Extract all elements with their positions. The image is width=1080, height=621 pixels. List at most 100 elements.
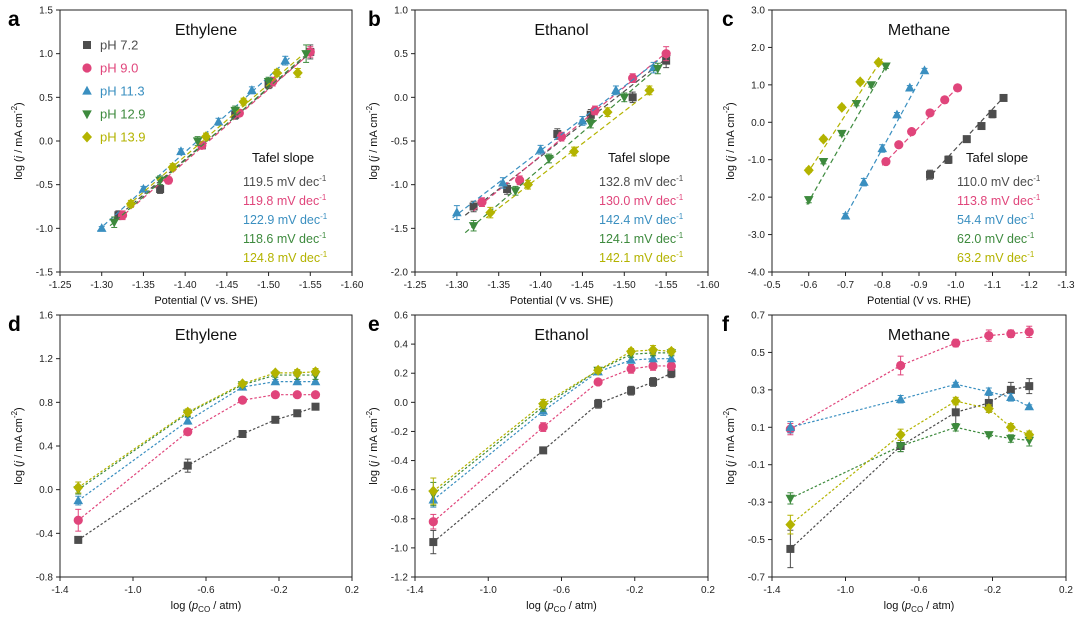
x-axis-label-pre: log (: [884, 600, 906, 612]
x-tick-label: -0.5: [763, 280, 781, 291]
x-tick-label: -1.35: [132, 280, 155, 291]
y-tick-label: -0.3: [748, 498, 766, 509]
fit-line: [452, 60, 659, 219]
data-point: [192, 137, 203, 147]
data-point: [125, 198, 136, 210]
data-point: [428, 485, 439, 497]
x-axis-label-pre: log (: [171, 600, 193, 612]
data-point: [907, 127, 917, 137]
data-point: [292, 367, 303, 379]
y-tick-label: -1.5: [391, 224, 409, 235]
data-point: [644, 84, 655, 96]
x-tick-label: -1.4: [406, 585, 424, 596]
x-tick-label: -1.50: [257, 280, 280, 291]
data-point: [984, 431, 994, 440]
y-axis-label-main: log (: [368, 463, 380, 485]
chart-title: Methane: [888, 327, 950, 344]
tafel-slope-label: 119.8 mV dec-1: [243, 193, 327, 208]
data-point: [666, 345, 677, 357]
y-axis-label-rest: / mA cm: [13, 113, 25, 156]
data-point: [866, 81, 877, 91]
tafel-slope-value: 113.8 mV dec: [957, 194, 1033, 208]
panel-f: f Methane -1.4 -1.0 -0.6 -0.2 0.2 -0.7 -0.5 -0.3 -…: [722, 311, 1073, 615]
x-tick-label: -1.30: [445, 280, 468, 291]
data-point: [950, 395, 961, 407]
y-axis-label-rest: / mA cm: [13, 418, 25, 461]
chart-title: Ethanol: [534, 327, 588, 344]
y-tick-label: 0.0: [394, 93, 408, 104]
x-tick-label: -0.9: [910, 280, 928, 291]
data-point: [667, 369, 676, 378]
x-tick-label: -1.60: [697, 280, 720, 291]
y-tick-label: -1.0: [391, 180, 409, 191]
y-tick-label: 2.0: [751, 43, 765, 54]
y-axis-label-var: j: [368, 155, 380, 160]
data-point: [951, 408, 960, 417]
data-point: [602, 106, 613, 118]
data-point: [263, 78, 274, 87]
tafel-slope-sup: -1: [319, 193, 327, 202]
y-tick-label: -0.7: [748, 573, 766, 584]
data-point: [182, 415, 193, 425]
y-axis-label-main: log (: [13, 158, 25, 180]
x-tick-label: -1.3: [1057, 280, 1075, 291]
x-axis-label: Potential (V vs. SHE): [154, 295, 257, 307]
x-axis-label: log (pCO / atm): [526, 600, 597, 614]
data-point: [310, 390, 321, 400]
data-point: [649, 377, 658, 386]
data-point: [950, 423, 961, 433]
y-tick-label: -1.0: [391, 543, 409, 554]
y-tick-label: 1.6: [39, 311, 53, 322]
data-point: [510, 187, 521, 196]
x-tick-label: -0.7: [837, 280, 855, 291]
y-axis-label: log (j / mA cm-2): [722, 102, 737, 179]
data-point: [984, 398, 993, 407]
x-tick-label: -1.30: [90, 280, 113, 291]
data-point: [944, 155, 953, 164]
series-pH-7-2: [925, 93, 1008, 181]
data-point: [648, 344, 659, 356]
tafel-slope-value: 118.6 mV dec: [243, 232, 319, 246]
data-point: [881, 62, 891, 72]
fit-line: [109, 50, 311, 227]
panel-c: c Methane -0.5 -0.6 -0.7 -0.8 -0.9 -1.0 -1.1 -1.2…: [722, 6, 1075, 308]
x-axis-label-var: p: [191, 600, 198, 612]
tafel-slope-sup: -1: [1027, 250, 1035, 259]
tafel-slope-value: 132.8 mV dec: [599, 175, 676, 189]
series-line: [77, 374, 316, 491]
data-point: [1025, 382, 1034, 391]
panel-letter: d: [8, 313, 21, 336]
data-point: [851, 99, 862, 109]
x-tick-label: -1.4: [763, 585, 781, 596]
panel-b: b Ethanol -1.25 -1.30 -1.35 -1.40 -1.45 -1.50 -1…: [365, 6, 720, 308]
tafel-slope-value: 124.1 mV dec: [599, 232, 676, 246]
x-tick-label: -0.6: [910, 585, 928, 596]
tafel-slope-value: 142.4 mV dec: [599, 213, 676, 227]
data-point: [73, 515, 83, 525]
data-point: [477, 197, 487, 207]
data-point: [836, 101, 847, 113]
y-axis-label-rest: / mA cm: [368, 418, 380, 461]
data-point: [213, 116, 224, 126]
series-pH-13-9: [803, 56, 884, 176]
tafel-slope-value: 62.0 mV dec: [957, 232, 1027, 246]
series-line: [432, 352, 672, 495]
data-point: [837, 129, 847, 139]
tafel-slope-label: 63.2 mV dec-1: [957, 250, 1035, 265]
x-tick-label: -1.55: [299, 280, 322, 291]
x-tick-label: -1.0: [480, 585, 498, 596]
data-point: [311, 402, 320, 411]
y-tick-label: -1.5: [36, 268, 54, 279]
x-tick-label: -0.8: [874, 280, 892, 291]
data-point: [485, 207, 496, 219]
data-point: [292, 376, 303, 386]
data-point: [553, 130, 562, 139]
data-point: [951, 338, 961, 348]
tafel-slope-value: 54.4 mV dec: [957, 213, 1027, 227]
legend-label: pH 12.9: [100, 107, 146, 122]
tafel-slope-label: 132.8 mV dec-1: [599, 174, 684, 189]
tafel-legend-title: Tafel slope: [252, 150, 314, 165]
series-line: [77, 380, 316, 502]
data-point: [895, 442, 906, 452]
